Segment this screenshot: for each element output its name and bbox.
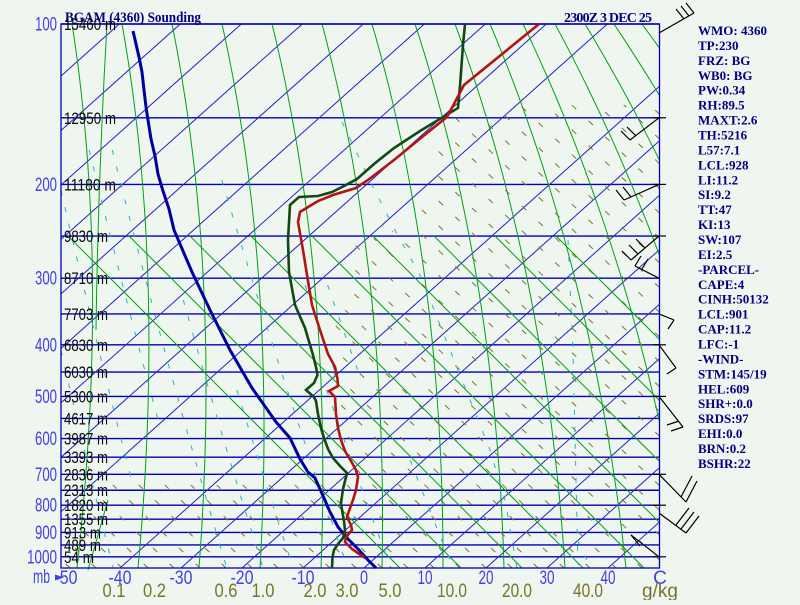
svg-text:7703 m: 7703 m xyxy=(64,305,108,324)
svg-text:0.1: 0.1 xyxy=(103,581,126,600)
svg-text:MAXT:2.6: MAXT:2.6 xyxy=(698,113,758,128)
svg-text:1355 m: 1355 m xyxy=(64,510,108,529)
svg-text:30: 30 xyxy=(540,568,555,589)
svg-text:100: 100 xyxy=(35,15,57,36)
svg-text:3393 m: 3393 m xyxy=(64,448,108,467)
svg-text:BGAM (4360) Sounding: BGAM (4360) Sounding xyxy=(65,10,201,26)
svg-text:CAPE:4: CAPE:4 xyxy=(698,277,745,292)
svg-text:2313 m: 2313 m xyxy=(64,481,108,500)
svg-text:0.6: 0.6 xyxy=(215,581,238,600)
svg-text:913 m: 913 m xyxy=(64,523,101,542)
svg-text:KI:13: KI:13 xyxy=(698,217,731,232)
svg-text:HEL:609: HEL:609 xyxy=(698,381,750,396)
svg-text:BRN:0.2: BRN:0.2 xyxy=(698,441,746,456)
svg-text:mb: mb xyxy=(33,567,50,588)
svg-text:LCL:928: LCL:928 xyxy=(698,157,749,172)
svg-text:5300 m: 5300 m xyxy=(64,387,108,406)
svg-text:4617 m: 4617 m xyxy=(64,410,108,429)
svg-text:6830 m: 6830 m xyxy=(64,336,108,355)
svg-text:C: C xyxy=(653,568,667,589)
svg-text:TP:230: TP:230 xyxy=(698,38,738,53)
svg-text:20.0: 20.0 xyxy=(502,581,532,600)
svg-text:CINH:50132: CINH:50132 xyxy=(698,292,769,307)
svg-text:700: 700 xyxy=(35,465,57,486)
svg-text:RH:89.5: RH:89.5 xyxy=(698,98,745,113)
svg-text:1.0: 1.0 xyxy=(252,581,275,600)
svg-text:489 m: 489 m xyxy=(64,536,101,555)
svg-text:TH:5216: TH:5216 xyxy=(698,128,748,143)
svg-text:TT:47: TT:47 xyxy=(698,202,732,217)
svg-text:-50: -50 xyxy=(55,568,78,589)
svg-text:SI:9.2: SI:9.2 xyxy=(698,187,731,202)
svg-text:0: 0 xyxy=(360,568,368,589)
svg-text:-WIND-: -WIND- xyxy=(698,352,744,367)
svg-text:20: 20 xyxy=(479,568,494,589)
svg-text:900: 900 xyxy=(35,523,57,544)
svg-text:11180 m: 11180 m xyxy=(64,175,116,194)
svg-text:300: 300 xyxy=(35,269,57,290)
svg-text:10: 10 xyxy=(418,568,433,589)
svg-text:500: 500 xyxy=(35,387,57,408)
svg-text:LI:11.2: LI:11.2 xyxy=(698,172,738,187)
svg-text:3.0: 3.0 xyxy=(336,581,359,600)
svg-text:-30: -30 xyxy=(170,568,193,589)
svg-text:10.0: 10.0 xyxy=(437,581,467,600)
svg-text:12950 m: 12950 m xyxy=(64,109,116,128)
svg-text:EI:2.5: EI:2.5 xyxy=(698,247,733,262)
svg-text:g/kg: g/kg xyxy=(642,581,678,600)
svg-text:2836 m: 2836 m xyxy=(64,465,108,484)
svg-text:L57:7.1: L57:7.1 xyxy=(698,142,740,157)
svg-text:40: 40 xyxy=(601,568,616,589)
svg-text:54 m: 54 m xyxy=(64,548,94,567)
svg-text:2.0: 2.0 xyxy=(304,581,327,600)
svg-text:SRDS:97: SRDS:97 xyxy=(698,411,749,426)
svg-text:-PARCEL-: -PARCEL- xyxy=(698,262,759,277)
svg-text:15460 m: 15460 m xyxy=(64,15,116,34)
svg-text:9830 m: 9830 m xyxy=(64,227,108,246)
svg-text:BSHR:22: BSHR:22 xyxy=(698,456,751,471)
svg-text:400: 400 xyxy=(35,335,57,356)
svg-text:600: 600 xyxy=(35,429,57,450)
svg-text:CAP:11.2: CAP:11.2 xyxy=(698,322,751,337)
svg-text:8710 m: 8710 m xyxy=(64,269,108,288)
svg-text:5.0: 5.0 xyxy=(379,581,402,600)
svg-text:STM:145/19: STM:145/19 xyxy=(698,366,767,381)
svg-text:-40: -40 xyxy=(109,568,132,589)
svg-text:FRZ: BG: FRZ: BG xyxy=(698,53,750,68)
svg-text:3987 m: 3987 m xyxy=(64,430,108,449)
svg-text:6030 m: 6030 m xyxy=(64,363,108,382)
svg-text:PW:0.34: PW:0.34 xyxy=(698,83,746,98)
svg-text:2300Z 3 DEC 25: 2300Z 3 DEC 25 xyxy=(564,11,652,26)
svg-text:0.2: 0.2 xyxy=(143,581,166,600)
svg-text:SW:107: SW:107 xyxy=(698,232,742,247)
svg-text:200: 200 xyxy=(35,175,57,196)
svg-text:LCL:901: LCL:901 xyxy=(698,307,749,322)
svg-text:WMO: 4360: WMO: 4360 xyxy=(698,23,767,38)
svg-text:LFC:-1: LFC:-1 xyxy=(698,337,739,352)
svg-text:-10: -10 xyxy=(292,568,315,589)
svg-text:EHI:0.0: EHI:0.0 xyxy=(698,426,742,441)
svg-text:1000: 1000 xyxy=(27,547,57,568)
svg-text:800: 800 xyxy=(35,496,57,517)
svg-text:SHR+:0.0: SHR+:0.0 xyxy=(698,396,753,411)
svg-text:WB0: BG: WB0: BG xyxy=(698,68,753,83)
svg-text:1820 m: 1820 m xyxy=(64,496,108,515)
svg-text:-20: -20 xyxy=(231,568,254,589)
svg-text:40.0: 40.0 xyxy=(573,581,603,600)
